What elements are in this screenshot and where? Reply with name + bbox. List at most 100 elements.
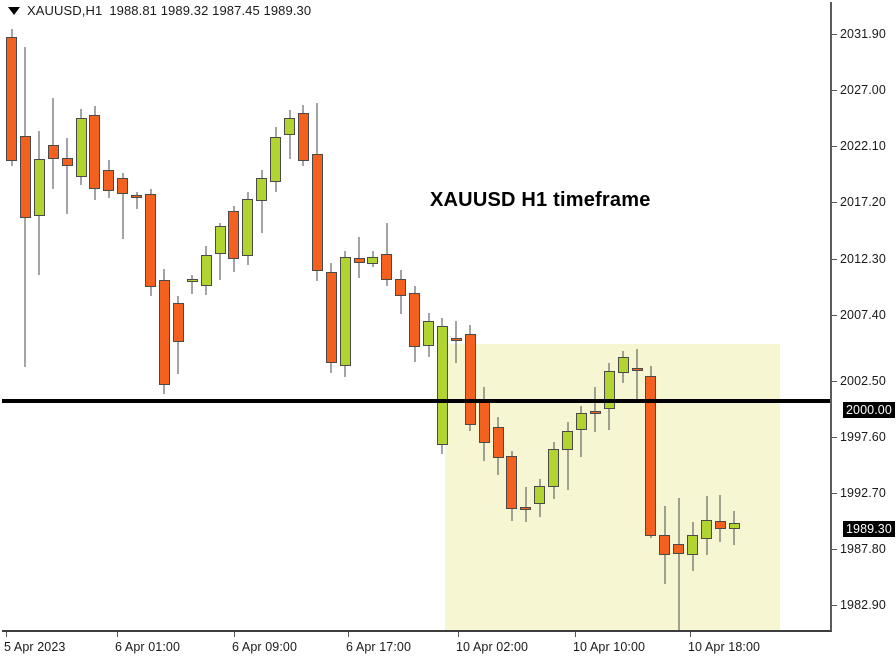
time-value: 10 Apr 18:00 (688, 640, 761, 654)
price-value: 2000.00 (843, 402, 895, 418)
price-value: 2017.20 (840, 195, 886, 209)
candlestick (367, 251, 379, 268)
axis-tick-mark (832, 201, 837, 203)
axis-tick-mark (575, 632, 576, 637)
candle-body (520, 507, 532, 511)
candlestick (728, 510, 740, 546)
candle-body (492, 427, 504, 459)
candlestick (61, 138, 73, 214)
candlestick (589, 387, 601, 433)
candlestick (548, 442, 560, 500)
candle-body (186, 278, 198, 282)
candlestick (228, 205, 240, 273)
candlestick (311, 102, 323, 282)
chart-annotation-text: XAUUSD H1 timeframe (430, 189, 651, 211)
price-label: 2017.20 (832, 194, 886, 210)
price-label-highlighted: 1989.30 (832, 521, 895, 537)
price-value: 1987.80 (840, 542, 886, 556)
candle-wick (261, 170, 263, 234)
candle-body (158, 280, 170, 386)
chevron-down-icon[interactable] (8, 6, 20, 15)
candle-body (75, 117, 87, 178)
price-value: 2012.30 (840, 252, 886, 266)
candle-wick (191, 275, 193, 294)
candle-body (61, 157, 73, 166)
axis-tick-mark (690, 632, 691, 637)
time-value: 6 Apr 17:00 (346, 640, 412, 654)
candlestick (103, 160, 115, 198)
price-label: 1987.80 (832, 541, 886, 557)
candlestick (145, 188, 156, 297)
price-level-line-2000[interactable] (2, 399, 830, 404)
price-axis[interactable]: 2031.90 2027.00 2022.10 2017.20 2012.30 2007.… (832, 0, 896, 640)
candle-body (381, 253, 393, 281)
candle-body (631, 368, 643, 372)
time-value: 6 Apr 01:00 (115, 640, 181, 654)
candle-body (395, 278, 407, 297)
axis-tick-mark (348, 632, 349, 637)
candlestick (603, 363, 615, 430)
candlestick (492, 417, 504, 476)
candle-body (311, 154, 323, 271)
candlestick (673, 498, 685, 630)
axis-tick-mark (458, 632, 459, 637)
candlestick (200, 245, 212, 295)
candle-body (325, 272, 337, 364)
candlestick (395, 269, 407, 315)
price-value: 1982.90 (840, 598, 886, 612)
candle-body (478, 402, 490, 444)
candlestick (6, 28, 17, 166)
price-value: 2022.10 (840, 139, 886, 153)
candle-body (172, 302, 184, 342)
candlestick (117, 172, 129, 239)
time-axis[interactable]: 5 Apr 2023 6 Apr 01:00 6 Apr 09:00 6 Apr 17… (0, 632, 832, 671)
candle-body (617, 356, 629, 373)
candle-body (256, 178, 268, 202)
price-value: 1989.30 (843, 521, 895, 537)
axis-tick-mark (117, 632, 118, 637)
axis-tick-mark (832, 410, 837, 411)
axis-tick-mark (832, 89, 837, 91)
candle-body (423, 321, 434, 347)
candle-body (367, 257, 379, 264)
symbol-header[interactable]: XAUUSD,H1 1988.81 1989.32 1987.45 1989.3… (8, 3, 311, 18)
candlestick (172, 296, 184, 374)
axis-tick-mark (832, 436, 837, 438)
candle-wick (122, 172, 124, 239)
plot-area[interactable] (2, 2, 830, 630)
candle-body (297, 113, 309, 162)
candle-wick (525, 486, 527, 523)
candlestick (33, 131, 45, 276)
axis-tick-mark (832, 548, 837, 550)
candlestick (520, 486, 532, 523)
time-value: 10 Apr 02:00 (456, 640, 529, 654)
axis-tick-mark (832, 604, 837, 606)
candle-body (673, 544, 685, 555)
price-label: 2002.50 (832, 373, 886, 389)
candlestick (423, 313, 434, 357)
candle-body (200, 254, 212, 286)
candlestick (659, 506, 671, 585)
candle-body (714, 521, 726, 530)
chart-frame (2, 2, 832, 632)
candle-body (339, 257, 351, 366)
candle-wick (594, 387, 596, 433)
price-label: 1997.60 (832, 429, 886, 445)
candle-body (728, 523, 740, 530)
candle-wick (136, 192, 138, 210)
candle-body (228, 211, 240, 260)
candlestick (75, 108, 87, 186)
candle-wick (636, 348, 638, 399)
candlestick (47, 98, 59, 189)
candle-body (353, 258, 365, 263)
candlestick (256, 170, 268, 234)
price-value: 2007.40 (840, 308, 886, 322)
candle-wick (66, 138, 68, 214)
ohlc-values: 1988.81 1989.32 1987.45 1989.30 (109, 3, 312, 18)
candle-body (47, 145, 59, 159)
candle-body (450, 338, 462, 342)
candlestick (436, 317, 448, 454)
price-value: 1997.60 (840, 430, 886, 444)
candlestick (89, 106, 101, 201)
